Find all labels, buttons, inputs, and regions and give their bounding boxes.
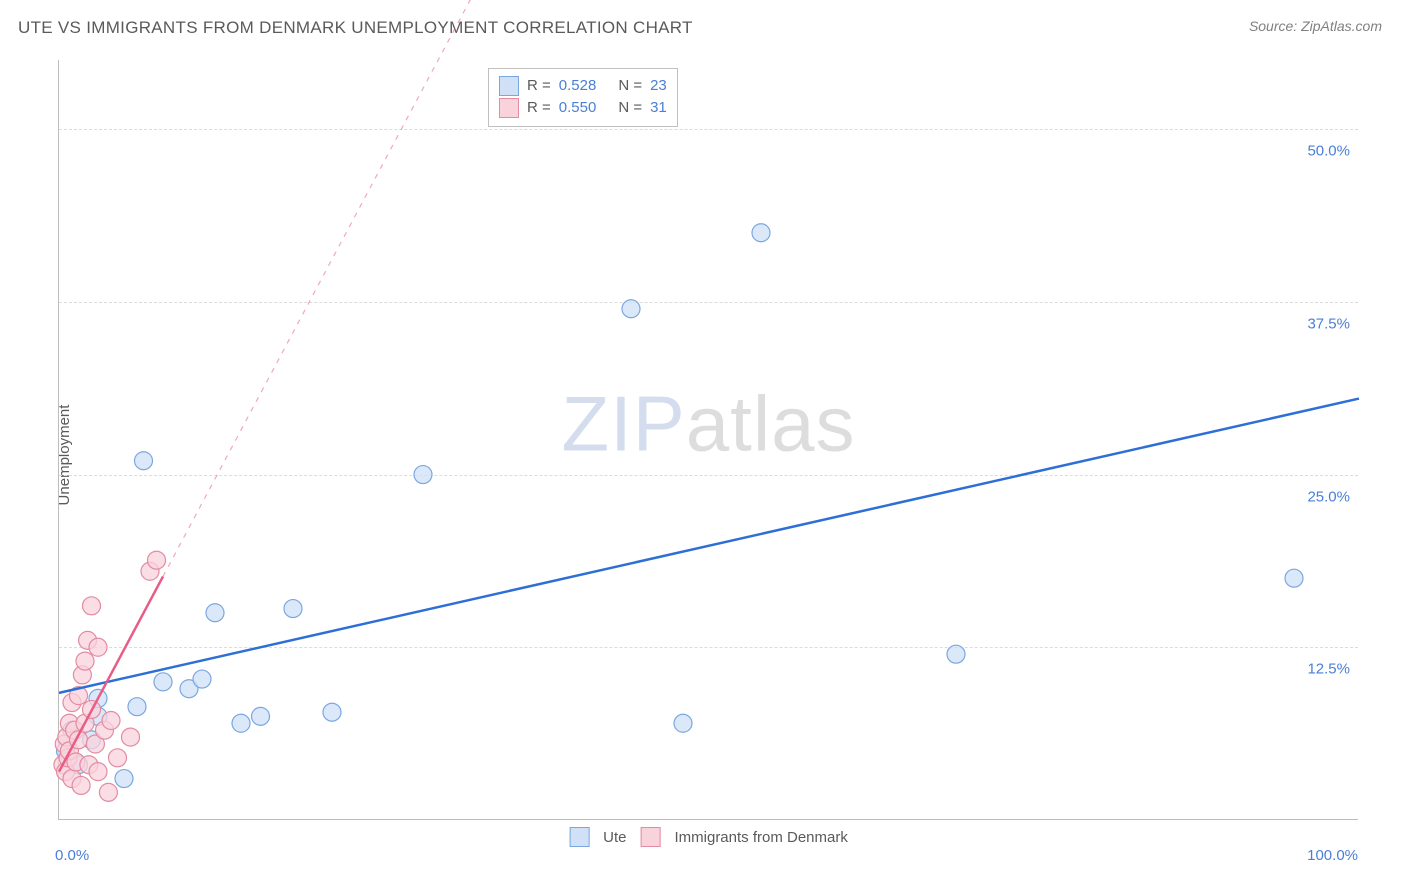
data-point-ute[interactable]	[135, 452, 153, 470]
legend-swatch-denmark	[499, 98, 519, 118]
data-point-denmark[interactable]	[76, 652, 94, 670]
legend-row-ute: R = 0.528N = 23	[499, 75, 667, 98]
data-point-denmark[interactable]	[122, 728, 140, 746]
data-point-ute[interactable]	[284, 600, 302, 618]
x-max-label: 100.0%	[1307, 847, 1358, 864]
series-swatch-ute	[569, 827, 589, 847]
series-label-ute: Ute	[603, 829, 626, 846]
data-point-denmark[interactable]	[72, 776, 90, 794]
scatter-svg	[59, 60, 1358, 819]
data-point-denmark[interactable]	[99, 783, 117, 801]
data-point-ute[interactable]	[622, 300, 640, 318]
series-label-denmark: Immigrants from Denmark	[674, 829, 847, 846]
data-point-ute[interactable]	[947, 645, 965, 663]
data-point-ute[interactable]	[232, 714, 250, 732]
data-point-ute[interactable]	[752, 224, 770, 242]
data-point-ute[interactable]	[206, 604, 224, 622]
data-point-ute[interactable]	[193, 670, 211, 688]
trendline-ute	[59, 399, 1359, 693]
legend-swatch-ute	[499, 76, 519, 96]
data-point-denmark[interactable]	[89, 763, 107, 781]
series-swatch-denmark	[640, 827, 660, 847]
data-point-ute[interactable]	[128, 698, 146, 716]
x-min-label: 0.0%	[55, 847, 89, 864]
data-point-ute[interactable]	[414, 466, 432, 484]
data-point-ute[interactable]	[323, 703, 341, 721]
data-point-denmark[interactable]	[83, 597, 101, 615]
data-point-ute[interactable]	[154, 673, 172, 691]
legend-row-denmark: R = 0.550N = 31	[499, 97, 667, 120]
source-attribution: Source: ZipAtlas.com	[1249, 18, 1382, 34]
plot-area: 12.5%25.0%37.5%50.0% ZIPatlas R = 0.528N…	[58, 60, 1358, 820]
data-point-ute[interactable]	[674, 714, 692, 732]
series-legend: Ute Immigrants from Denmark	[569, 827, 848, 847]
data-point-denmark[interactable]	[102, 712, 120, 730]
trendline-ext-denmark	[163, 0, 475, 576]
data-point-denmark[interactable]	[109, 749, 127, 767]
chart-title: UTE VS IMMIGRANTS FROM DENMARK UNEMPLOYM…	[18, 18, 693, 38]
chart-container: Unemployment 12.5%25.0%37.5%50.0% ZIPatl…	[18, 50, 1388, 860]
data-point-denmark[interactable]	[89, 638, 107, 656]
data-point-denmark[interactable]	[148, 551, 166, 569]
data-point-ute[interactable]	[115, 770, 133, 788]
correlation-legend: R = 0.528N = 23R = 0.550N = 31	[488, 68, 678, 127]
data-point-ute[interactable]	[1285, 569, 1303, 587]
data-point-ute[interactable]	[252, 707, 270, 725]
